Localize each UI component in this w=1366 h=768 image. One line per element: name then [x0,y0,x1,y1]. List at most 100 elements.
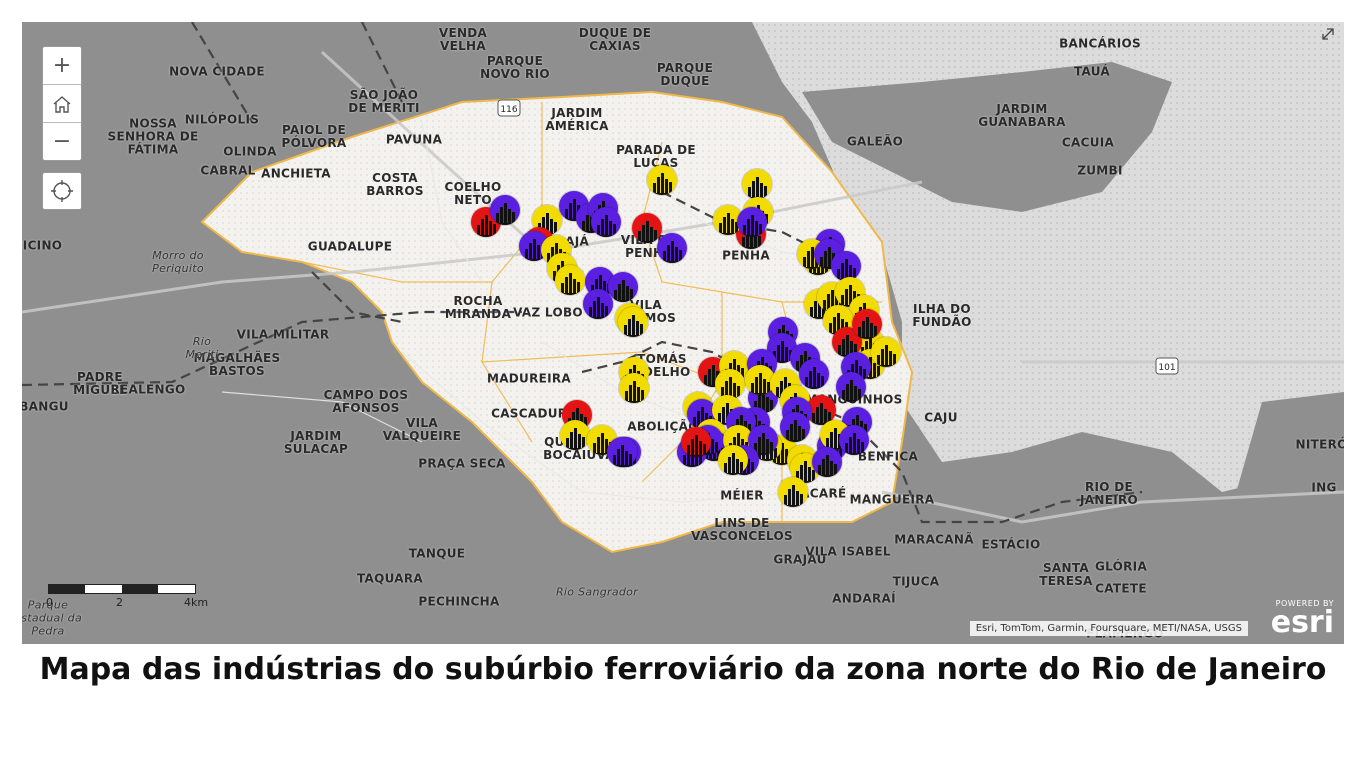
scale-label-2: 2 [116,596,123,609]
industry-marker-yellow[interactable] [619,373,649,403]
factory-icon [613,280,634,302]
home-button[interactable] [43,85,81,123]
industry-marker-purple[interactable] [812,447,842,477]
place-label: PAVUNA [385,132,443,147]
industry-marker-red[interactable] [681,427,711,457]
industry-marker-yellow[interactable] [618,307,648,337]
place-label: VAZ LOBO [513,305,583,320]
place-label: LINS DE VASCONCELOS [691,516,793,543]
place-label: NILÓPOLIS [184,112,260,127]
place-label: TAQUARA [356,571,424,586]
place-label: SÃO JOÃO DE MERITI [348,88,420,115]
industry-marker-yellow[interactable] [560,420,590,450]
industry-marker-purple[interactable] [831,251,861,281]
place-label: DUQUE DE CAXIAS [578,26,652,53]
place-label: PARQUE NOVO RIO [480,54,550,81]
esri-logo[interactable]: POWERED BY esri [1271,599,1334,638]
industry-marker-yellow[interactable] [713,205,743,235]
scale-bar: 0 2 4km [46,584,208,609]
map-view[interactable]: 116 101 VENDA VELHA DUQUE DE CAXIAS PARQUE… [22,22,1344,644]
place-label: ING [1311,480,1337,495]
industry-marker-purple[interactable] [799,359,829,389]
industry-marker-yellow[interactable] [718,445,748,475]
place-label: Rio Meriti [185,335,219,361]
factory-icon [857,317,878,339]
industry-marker-purple[interactable] [591,207,621,237]
industry-marker-yellow[interactable] [715,369,745,399]
place-label: VENDA VELHA [438,26,488,53]
zoom-in-button[interactable]: + [43,47,81,85]
industry-marker-purple[interactable] [608,272,638,302]
place-label: BANGU [22,399,69,414]
place-label: PAIOL DE PÓLVORA [281,123,347,150]
place-label: TAUÁ [1073,64,1111,79]
factory-icon [686,435,707,457]
place-label: CAJU [924,410,958,425]
place-label: PENHA [722,248,770,263]
place-label: JACARÉ [795,486,847,501]
place-label: NOSSA SENHORA DE FÁTIMA [107,116,199,157]
place-label: NOVA CIDADE [169,64,265,79]
ilha-do-governador [802,62,1172,212]
place-label: PRAÇA SECA [418,456,506,471]
factory-icon [804,367,825,389]
place-label: MÉIER [720,488,764,503]
svg-text:116: 116 [500,105,517,115]
esri-brand: esri [1270,605,1334,640]
svg-text:101: 101 [1158,363,1175,373]
place-label: PADRE MIGUEL [73,370,127,397]
factory-icon [596,215,617,237]
factory-icon [783,485,804,507]
industry-marker-purple[interactable] [836,372,866,402]
place-label: PARADA DE LUCAS [616,143,696,170]
factory-icon [560,273,581,295]
place-label: TANQUE [408,546,466,561]
industry-marker-purple[interactable] [737,207,767,237]
industry-marker-yellow[interactable] [647,165,677,195]
factory-icon [750,373,771,395]
place-label: TIJUCA [892,574,940,589]
place-label: RIO DE JANEIRO [1080,480,1138,507]
industry-marker-red[interactable] [632,213,662,243]
zoom-out-button[interactable]: − [52,129,72,154]
place-label: MAGALHÃES BASTOS [193,351,281,378]
industry-marker-red[interactable] [852,309,882,339]
industry-marker-purple[interactable] [657,233,687,263]
place-label: PECHINCHA [418,594,500,609]
factory-icon [741,227,762,249]
place-label: PARQUE DUQUE [656,61,714,88]
industry-marker-purple[interactable] [583,289,613,319]
industry-marker-purple[interactable] [839,425,869,455]
place-label: CACUIA [1061,135,1115,150]
attribution[interactable]: Esri, TomTom, Garmin, Foursquare, METI/N… [969,621,1248,636]
map-caption: Mapa das indústrias do subúrbio ferroviá… [39,652,1327,687]
locate-icon [51,180,73,202]
industry-marker-purple[interactable] [607,437,637,467]
place-label: REALENGO [110,382,186,397]
industry-marker-purple[interactable] [780,412,810,442]
place-label: ROCHA MIRANDA [444,294,512,321]
industry-marker-yellow[interactable] [871,337,901,367]
expand-icon[interactable] [1320,26,1336,42]
factory-icon [718,213,739,235]
place-label: VILA VALQUEIRE [382,416,462,443]
industry-marker-yellow[interactable] [555,265,585,295]
zoom-controls: + − [42,46,82,161]
industry-marker-yellow[interactable] [742,169,772,199]
place-label: GLÓRIA [1094,559,1148,574]
place-label: MANGUEIRA [849,492,935,507]
basemap: 116 101 [22,22,1344,644]
factory-icon [723,453,744,475]
industry-marker-yellow[interactable] [778,477,808,507]
place-label: ZUMBI [1077,163,1123,178]
factory-icon [652,173,673,195]
locate-button[interactable] [42,172,82,210]
scale-label-0: 0 [46,596,53,609]
place-label: CICINO [22,238,63,253]
place-label: BENFICA [857,449,919,464]
place-label: VILA MILITAR [236,327,330,342]
place-label: OLINDA [223,144,277,159]
industry-marker-purple[interactable] [490,195,520,225]
place-label: CABRAL [200,163,256,178]
place-label: JARDIM SULACAP [283,429,349,456]
